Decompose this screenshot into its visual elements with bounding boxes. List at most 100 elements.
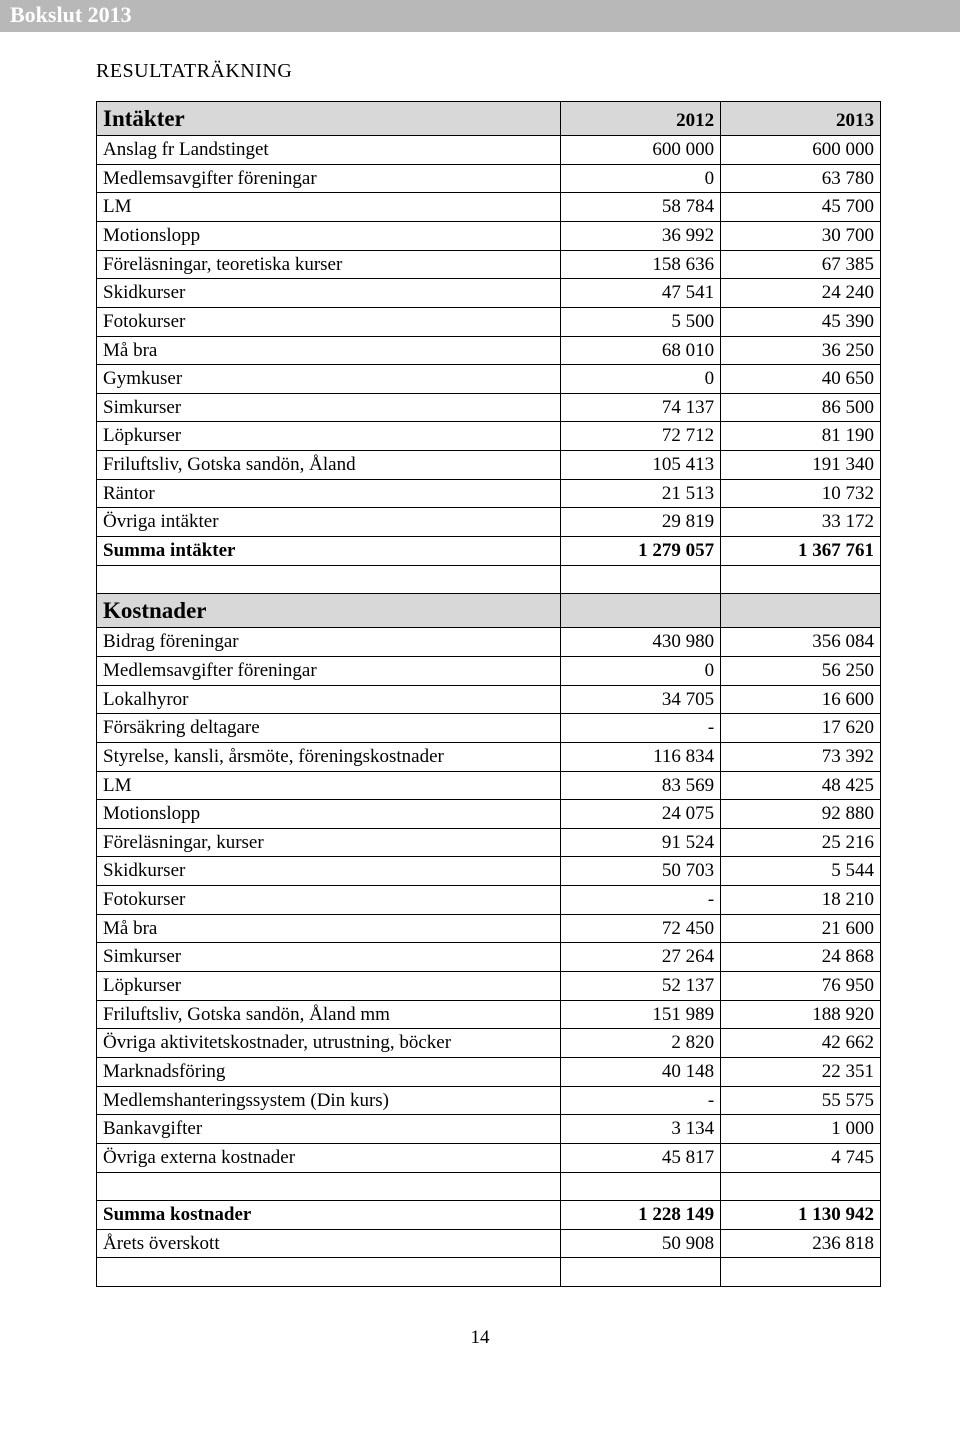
- table-row: LM83 56948 425: [97, 771, 881, 800]
- row-label: Medlemshanteringssystem (Din kurs): [97, 1086, 561, 1115]
- row-label: Intäkter: [97, 102, 561, 136]
- row-value-2013: 55 575: [721, 1086, 881, 1115]
- row-value-2013: 236 818: [721, 1229, 881, 1258]
- row-label: Räntor: [97, 479, 561, 508]
- table-row: Medlemshanteringssystem (Din kurs)-55 57…: [97, 1086, 881, 1115]
- row-value-2013: 24 240: [721, 279, 881, 308]
- row-value-2013: 40 650: [721, 365, 881, 394]
- row-label: Må bra: [97, 336, 561, 365]
- row-label: Föreläsningar, teoretiska kurser: [97, 250, 561, 279]
- row-label: Lokalhyror: [97, 685, 561, 714]
- row-value-2013: 10 732: [721, 479, 881, 508]
- empty-row: [97, 1258, 881, 1287]
- row-value-2013: 1 367 761: [721, 537, 881, 566]
- row-label: Simkurser: [97, 393, 561, 422]
- section-title: RESULTATRÄKNING: [96, 60, 960, 83]
- table-row: Fotokurser-18 210: [97, 886, 881, 915]
- row-label: Övriga intäkter: [97, 508, 561, 537]
- row-value-2012: 74 137: [561, 393, 721, 422]
- summa-intakter: Summa intäkter1 279 0571 367 761: [97, 537, 881, 566]
- row-label: Gymkuser: [97, 365, 561, 394]
- table-row: Löpkurser52 13776 950: [97, 972, 881, 1001]
- row-label: Anslag fr Landstinget: [97, 136, 561, 165]
- row-value-2013: 76 950: [721, 972, 881, 1001]
- row-value-2012: 0: [561, 656, 721, 685]
- row-value-2013: 67 385: [721, 250, 881, 279]
- row-label: Övriga externa kostnader: [97, 1143, 561, 1172]
- page-banner: Bokslut 2013: [0, 0, 960, 32]
- row-label: Försäkring deltagare: [97, 714, 561, 743]
- row-value-2013: 45 390: [721, 307, 881, 336]
- summa-kostnader: Summa kostnader1 228 1491 130 942: [97, 1201, 881, 1230]
- row-value-2012: 21 513: [561, 479, 721, 508]
- table-row: Bankavgifter3 1341 000: [97, 1115, 881, 1144]
- row-value-2012: 52 137: [561, 972, 721, 1001]
- row-value-2013: 86 500: [721, 393, 881, 422]
- row-label: Motionslopp: [97, 221, 561, 250]
- table-row: Friluftsliv, Gotska sandön, Åland mm151 …: [97, 1000, 881, 1029]
- arets-overskott: Årets överskott50 908236 818: [97, 1229, 881, 1258]
- row-label: Löpkurser: [97, 422, 561, 451]
- row-value-2012: -: [561, 714, 721, 743]
- row-value-2012: 58 784: [561, 193, 721, 222]
- row-label: LM: [97, 771, 561, 800]
- row-value-2012: 34 705: [561, 685, 721, 714]
- row-value-2012: 0: [561, 365, 721, 394]
- row-label: Övriga aktivitetskostnader, utrustning, …: [97, 1029, 561, 1058]
- row-label: Skidkurser: [97, 857, 561, 886]
- row-value-2012: [561, 594, 721, 628]
- row-value-2013: 45 700: [721, 193, 881, 222]
- row-value-2013: 21 600: [721, 914, 881, 943]
- row-value-2012: 27 264: [561, 943, 721, 972]
- row-value-2012: 1 228 149: [561, 1201, 721, 1230]
- row-label: Simkurser: [97, 943, 561, 972]
- row-label: Föreläsningar, kurser: [97, 828, 561, 857]
- row-value-2012: 0: [561, 164, 721, 193]
- row-label: LM: [97, 193, 561, 222]
- row-value-2012: 2 820: [561, 1029, 721, 1058]
- table-row: Skidkurser47 54124 240: [97, 279, 881, 308]
- table-row: Simkurser74 13786 500: [97, 393, 881, 422]
- row-value-2013: 33 172: [721, 508, 881, 537]
- row-label: Summa intäkter: [97, 537, 561, 566]
- row-value-2013: 188 920: [721, 1000, 881, 1029]
- row-label: Medlemsavgifter föreningar: [97, 656, 561, 685]
- row-value-2013: 17 620: [721, 714, 881, 743]
- row-value-2012: 3 134: [561, 1115, 721, 1144]
- table-row: Må bra68 01036 250: [97, 336, 881, 365]
- row-value-2012: 2012: [561, 102, 721, 136]
- row-value-2012: 91 524: [561, 828, 721, 857]
- row-value-2012: 151 989: [561, 1000, 721, 1029]
- row-label: Löpkurser: [97, 972, 561, 1001]
- table-row: Motionslopp36 99230 700: [97, 221, 881, 250]
- row-value-2012: 83 569: [561, 771, 721, 800]
- row-value-2013: 5 544: [721, 857, 881, 886]
- table-row: LM58 78445 700: [97, 193, 881, 222]
- table-row: Friluftsliv, Gotska sandön, Åland105 413…: [97, 451, 881, 480]
- row-value-2012: 36 992: [561, 221, 721, 250]
- table-row: Marknadsföring40 14822 351: [97, 1057, 881, 1086]
- table-row: Lokalhyror34 70516 600: [97, 685, 881, 714]
- row-value-2013: 36 250: [721, 336, 881, 365]
- row-value-2013: 356 084: [721, 628, 881, 657]
- row-label: Friluftsliv, Gotska sandön, Åland mm: [97, 1000, 561, 1029]
- row-value-2012: 24 075: [561, 800, 721, 829]
- row-value-2012: 50 908: [561, 1229, 721, 1258]
- row-label: Styrelse, kansli, årsmöte, föreningskost…: [97, 742, 561, 771]
- row-value-2012: 47 541: [561, 279, 721, 308]
- row-value-2012: 105 413: [561, 451, 721, 480]
- table-row: Föreläsningar, teoretiska kurser158 6366…: [97, 250, 881, 279]
- row-value-2013: 4 745: [721, 1143, 881, 1172]
- row-value-2013: 18 210: [721, 886, 881, 915]
- row-value-2013: 92 880: [721, 800, 881, 829]
- empty-row: [97, 1172, 881, 1201]
- row-value-2013: 1 000: [721, 1115, 881, 1144]
- row-value-2013: 73 392: [721, 742, 881, 771]
- row-value-2012: 68 010: [561, 336, 721, 365]
- table-row: Skidkurser50 7035 544: [97, 857, 881, 886]
- intakter-header: Intäkter20122013: [97, 102, 881, 136]
- table-row: Fotokurser5 50045 390: [97, 307, 881, 336]
- row-value-2012: 50 703: [561, 857, 721, 886]
- row-value-2012: -: [561, 1086, 721, 1115]
- row-label: Skidkurser: [97, 279, 561, 308]
